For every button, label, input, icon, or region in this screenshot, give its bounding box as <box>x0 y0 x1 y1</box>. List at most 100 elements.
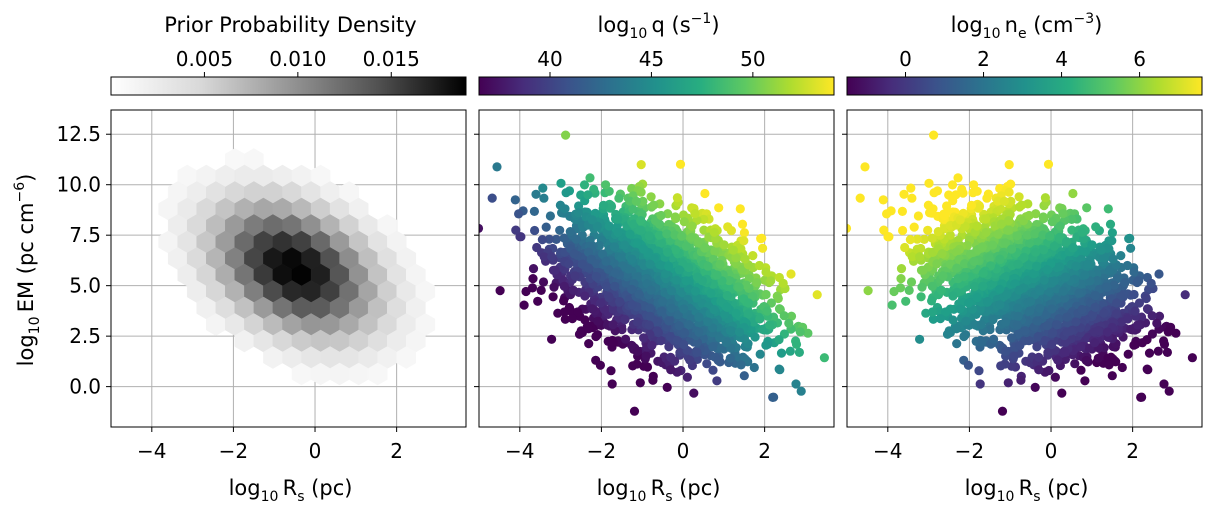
scatter-point <box>675 159 686 169</box>
scatter-point <box>739 371 749 381</box>
y-tick-label: 7.5 <box>69 223 101 247</box>
scatter-point <box>545 211 556 221</box>
scatter-point <box>919 234 929 244</box>
scatter-point <box>1040 193 1050 203</box>
scatter-point <box>635 378 645 388</box>
scatter-point <box>927 296 937 306</box>
scatter-point <box>645 259 655 269</box>
scatter-point <box>1107 236 1117 246</box>
scatter-point <box>692 347 702 357</box>
y-tick-label: 10.0 <box>56 173 101 197</box>
scatter-point <box>674 321 684 331</box>
scatter-point <box>617 325 627 335</box>
scatter-point <box>1020 326 1030 336</box>
scatter-point <box>664 261 674 271</box>
scatter-point <box>570 271 580 281</box>
scatter-point <box>692 337 703 347</box>
scatter-point <box>725 353 735 363</box>
scatter-point <box>929 130 939 140</box>
scatter-point <box>997 406 1008 416</box>
scatter-point <box>774 335 784 345</box>
scatter-point <box>596 298 606 308</box>
scatter-point <box>644 231 654 241</box>
colorbar-tick-label: 40 <box>537 47 562 71</box>
scatter-point <box>689 388 699 398</box>
scatter-point <box>736 360 746 370</box>
scatter-point <box>784 318 794 328</box>
scatter-point <box>599 200 609 210</box>
scatter-point <box>749 362 759 373</box>
scatter-point <box>479 223 484 233</box>
scatter-point <box>555 225 565 235</box>
scatter-point <box>538 183 548 193</box>
scatter-point <box>528 274 538 284</box>
x-tick-label: 0 <box>677 439 690 463</box>
scatter-point <box>515 232 525 242</box>
scatter-point <box>628 361 638 371</box>
scatter-point <box>687 221 697 231</box>
scatter-point <box>947 180 958 190</box>
scatter-point <box>670 230 680 240</box>
scatter-point <box>628 204 638 214</box>
scatter-point <box>656 238 667 248</box>
scatter-point <box>927 307 938 317</box>
scatter-point <box>604 221 614 231</box>
scatter-point <box>699 214 709 224</box>
scatter-point <box>1180 290 1190 300</box>
scatter-point <box>912 234 922 244</box>
scatter-point <box>631 196 641 206</box>
scatter-point <box>656 210 666 221</box>
scatter-point <box>560 314 570 324</box>
scatter-point <box>529 206 540 216</box>
scatter-point <box>694 237 704 247</box>
scatter-point <box>785 346 795 356</box>
scatter-point <box>1068 188 1078 199</box>
colorbar <box>110 76 467 96</box>
scatter-point <box>739 228 750 238</box>
scatter-point <box>1120 278 1130 288</box>
scatter-point <box>636 160 646 170</box>
scatter-point <box>740 254 750 264</box>
scatter-point <box>666 365 676 375</box>
scatter-point <box>685 355 695 365</box>
colorbar-tick-label: 0.015 <box>363 47 420 71</box>
scatter-point <box>1087 240 1097 250</box>
scatter-point <box>996 204 1006 214</box>
scatter-point <box>981 214 991 224</box>
scatter-point <box>699 225 709 235</box>
scatter-point <box>584 263 594 273</box>
scatter-point <box>901 296 911 306</box>
scatter-point <box>1070 359 1080 369</box>
scatter-point <box>906 277 917 287</box>
scatter-point <box>761 267 771 277</box>
scatter-point <box>639 333 649 343</box>
scatter-point <box>778 278 788 288</box>
scatter-point <box>936 285 946 295</box>
scatter-point <box>761 340 771 350</box>
scatter-point <box>952 339 962 349</box>
colorbar-tick-label: 50 <box>740 47 765 71</box>
scatter-point <box>761 289 771 300</box>
scatter-point <box>1033 332 1043 342</box>
scatter-point <box>549 282 559 292</box>
scatter-point <box>682 372 693 382</box>
x-tick-label: −4 <box>137 439 166 463</box>
scatter-point <box>601 180 611 190</box>
scatter-point <box>601 281 612 292</box>
scatter-point <box>593 316 603 326</box>
scatter-point <box>812 290 822 300</box>
scatter-point <box>779 311 789 321</box>
scatter-point <box>907 193 917 203</box>
scatter-point <box>741 280 751 290</box>
scatter-point <box>702 359 712 369</box>
scatter-point <box>879 225 889 235</box>
scatter-point <box>1122 260 1132 271</box>
scatter-point <box>648 375 658 385</box>
scatter-point <box>887 300 897 310</box>
scatter-point <box>1124 234 1134 244</box>
scatter-point <box>673 310 683 320</box>
scatter-point <box>819 353 830 363</box>
scatter-point <box>725 326 736 336</box>
scatter-point <box>645 303 655 313</box>
scatter-point <box>627 284 637 294</box>
